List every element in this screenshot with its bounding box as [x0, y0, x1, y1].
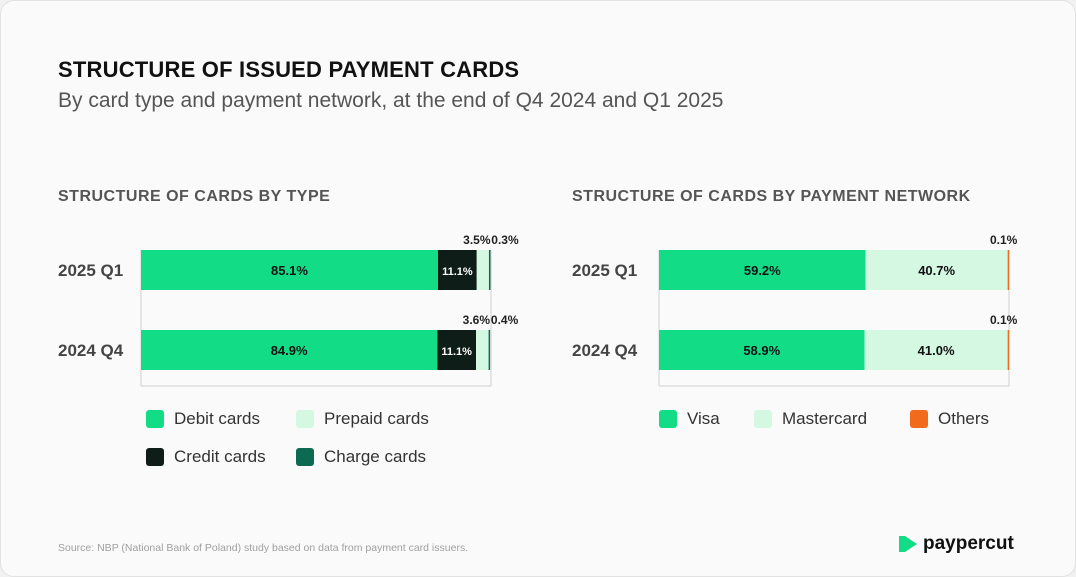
data-label: 84.9% — [271, 343, 308, 358]
bar-segment-others — [1007, 250, 1010, 290]
data-label: 58.9% — [743, 343, 780, 358]
legend-item-charge: Charge cards — [296, 447, 426, 467]
data-label: 3.6% — [463, 313, 491, 327]
legend-item-others: Others — [910, 409, 989, 429]
data-label: 0.1% — [990, 233, 1018, 247]
category-label: 2024 Q4 — [58, 341, 124, 360]
data-label: 41.0% — [918, 343, 955, 358]
legend-swatch-debit — [146, 410, 164, 428]
category-label: 2025 Q1 — [58, 261, 123, 280]
data-label: 3.5% — [463, 233, 491, 247]
legend-label-debit: Debit cards — [174, 409, 260, 428]
data-label: 59.2% — [744, 263, 781, 278]
legend-item-mastercard: Mastercard — [754, 409, 867, 429]
bar-segment-debit-cards — [141, 330, 438, 370]
charts-svg: 2025 Q1 85.1% 11.1% 3.5% 0.3% 2024 Q4 84.9% 11.… — [58, 233, 1018, 387]
bar-segment-visa — [659, 250, 866, 290]
paypercut-logo-icon — [899, 536, 917, 552]
bar-segment-charge-cards — [488, 250, 491, 290]
bar-segment-others — [1007, 330, 1010, 370]
bar-segment-prepaid-cards — [476, 330, 489, 370]
legend-item-visa: Visa — [659, 409, 720, 429]
legend-item-credit: Credit cards — [146, 447, 266, 467]
legend-swatch-prepaid — [296, 410, 314, 428]
legend-swatch-credit — [146, 448, 164, 466]
data-label: 0.4% — [491, 313, 519, 327]
bar-segment-credit-cards — [437, 250, 477, 290]
legend-swatch-others — [910, 410, 928, 428]
chart-title-payment-network: STRUCTURE OF CARDS BY PAYMENT NETWORK — [572, 188, 971, 205]
brand-logo: paypercut — [899, 533, 1014, 555]
legend-item-debit: Debit cards — [146, 409, 260, 429]
data-label: 0.3% — [491, 233, 519, 247]
data-label: 85.1% — [271, 263, 308, 278]
data-label: 40.7% — [918, 263, 955, 278]
data-label: 11.1% — [441, 346, 472, 358]
data-label: 11.1% — [442, 266, 473, 278]
legend-label-charge: Charge cards — [324, 447, 427, 466]
page-subtitle: By card type and payment network, at the… — [58, 89, 724, 112]
legend-label-prepaid: Prepaid cards — [324, 409, 429, 428]
bar-segment-mastercard — [864, 330, 1008, 370]
data-label: 0.1% — [990, 313, 1018, 327]
page-title: STRUCTURE OF ISSUED PAYMENT CARDS — [58, 57, 520, 82]
legend-label-mastercard: Mastercard — [782, 409, 868, 428]
category-label: 2025 Q1 — [572, 261, 637, 280]
legend-label-visa: Visa — [687, 409, 720, 428]
legend-swatch-charge — [296, 448, 314, 466]
legend-label-others: Others — [938, 409, 990, 428]
bar-segment-debit-cards — [141, 250, 438, 290]
legend-item-prepaid: Prepaid cards — [296, 409, 429, 429]
bar-segment-visa — [659, 330, 865, 370]
bar-segment-mastercard — [865, 250, 1008, 290]
category-label: 2024 Q4 — [572, 341, 638, 360]
legend-label-credit: Credit cards — [174, 447, 266, 466]
bar-segment-prepaid-cards — [476, 250, 489, 290]
legend-swatch-mastercard — [754, 410, 772, 428]
bar-segment-credit-cards — [437, 330, 477, 370]
source-note: Source: NBP (National Bank of Poland) st… — [58, 542, 469, 554]
legend-swatch-visa — [659, 410, 677, 428]
bar-segment-charge-cards — [488, 330, 491, 370]
brand-name: paypercut — [923, 533, 1014, 554]
chart-title-card-type: STRUCTURE OF CARDS BY TYPE — [58, 188, 331, 205]
